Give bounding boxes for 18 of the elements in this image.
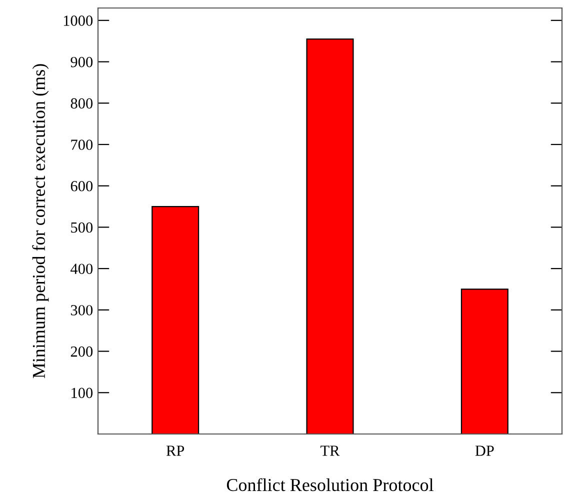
y-tick-label: 500 xyxy=(71,222,93,233)
y-tick-label: 100 xyxy=(72,388,93,398)
x-tick-label: TR xyxy=(320,446,340,456)
bar xyxy=(306,38,354,434)
y-tick-label: 300 xyxy=(70,305,93,316)
bar xyxy=(460,288,508,434)
y-tick-label: 700 xyxy=(71,140,93,150)
x-tick-label: DP xyxy=(475,446,494,456)
x-axis-title: Conflict Resolution Protocol xyxy=(226,478,434,492)
y-tick-label: 200 xyxy=(70,346,93,357)
y-tick-label: 800 xyxy=(70,98,93,109)
bar xyxy=(152,206,200,434)
y-tick-label: 1000 xyxy=(64,16,93,26)
y-tick-label: 600 xyxy=(70,180,93,192)
y-tick-label: 900 xyxy=(70,56,93,68)
y-axis-title: Minimum period for correct execution (ms) xyxy=(32,64,49,378)
x-tick-label: RP xyxy=(166,446,184,456)
y-tick-label: 400 xyxy=(70,264,93,274)
